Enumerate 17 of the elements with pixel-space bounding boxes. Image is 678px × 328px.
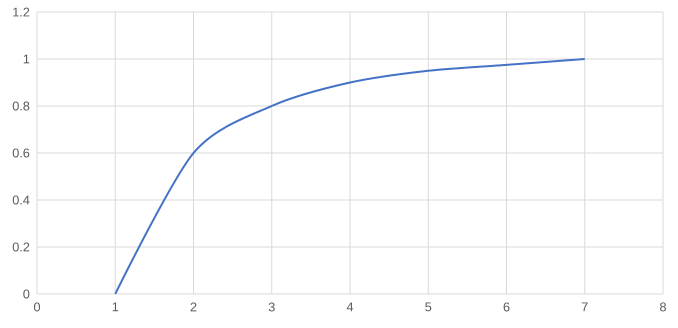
x-tick-label: 2	[190, 302, 196, 312]
y-tick-label: 0.2	[12, 242, 30, 252]
x-tick-label: 6	[504, 302, 510, 312]
y-tick-label: 0.6	[12, 148, 30, 158]
x-tick-label: 8	[660, 302, 666, 312]
y-tick-label: 1.2	[13, 8, 30, 16]
y-tick-label: 1	[24, 54, 30, 64]
line-series	[114, 58, 586, 295]
y-tick-label: 0.8	[12, 102, 30, 110]
x-tick-label: 3	[268, 302, 275, 312]
x-tick-label: 1	[112, 302, 118, 312]
x-tick-label: 5	[425, 302, 432, 312]
x-tick-label: 7	[582, 302, 588, 312]
y-tick-label: 0.4	[12, 196, 30, 204]
x-tick-label: 4	[346, 302, 354, 312]
y-tick-label: 0	[23, 290, 30, 298]
x-tick-label: 0	[34, 302, 40, 312]
